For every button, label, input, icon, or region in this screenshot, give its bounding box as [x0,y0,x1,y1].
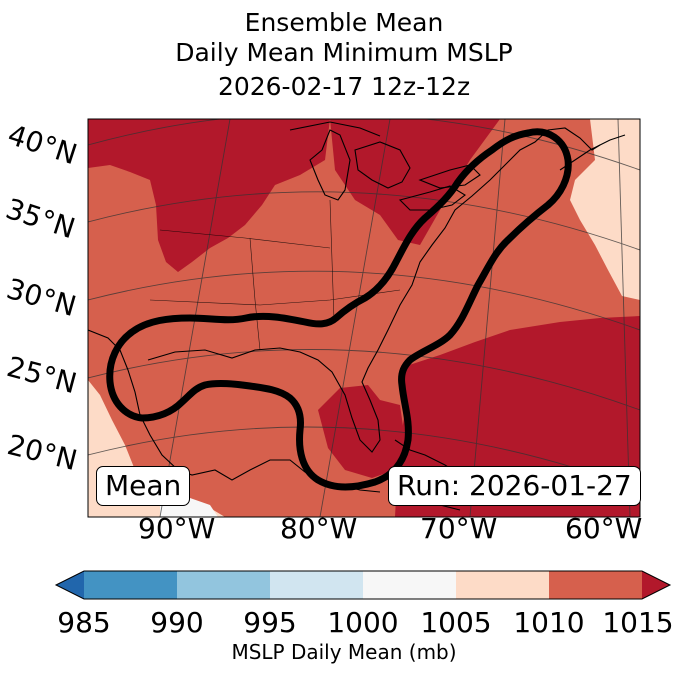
colorbar-tick-990: 990 [150,606,204,639]
colorbar-tick-985: 985 [57,606,111,639]
colorbar-tick-1000: 1000 [327,606,399,639]
lon-label-60: 60°W [565,512,643,545]
title-line-3: 2026-02-17 12z-12z [217,72,471,101]
field-1010-1015-north [330,119,500,245]
colorbar-bin-1000-1005 [363,571,456,599]
field-1010-1015-florida [318,385,405,478]
field-1010-1015-northwest [88,119,330,272]
title-line-1: Ensemble Mean [244,8,444,37]
colorbar-bin-985-990 [84,571,177,599]
lon-label-90: 90°W [138,512,216,545]
lon-label-80: 80°W [280,512,358,545]
colorbar-tick-1015: 1015 [602,606,674,639]
mean-contour [106,128,572,491]
map-panel [87,118,641,518]
colorbar-label: MSLP Daily Mean (mb) [231,640,457,664]
lon-label-70: 70°W [420,512,498,545]
colorbar-extend-low [56,571,84,599]
colorbar-extend-high [642,571,670,599]
colorbar-tick-1005: 1005 [420,606,492,639]
graticule [88,119,640,517]
colorbar-bin-990-995 [177,571,270,599]
colorbar-tick-995: 995 [243,606,297,639]
colorbar-bin-1005-1010 [456,571,549,599]
mean-label-box: Mean [96,466,191,506]
colorbar-bin-995-1000 [270,571,363,599]
run-label-box: Run: 2026-01-27 [388,466,641,506]
title-line-2: Daily Mean Minimum MSLP [175,38,513,67]
colorbar-bin-1010-1015 [549,571,642,599]
colorbar-tick-1010: 1010 [513,606,585,639]
